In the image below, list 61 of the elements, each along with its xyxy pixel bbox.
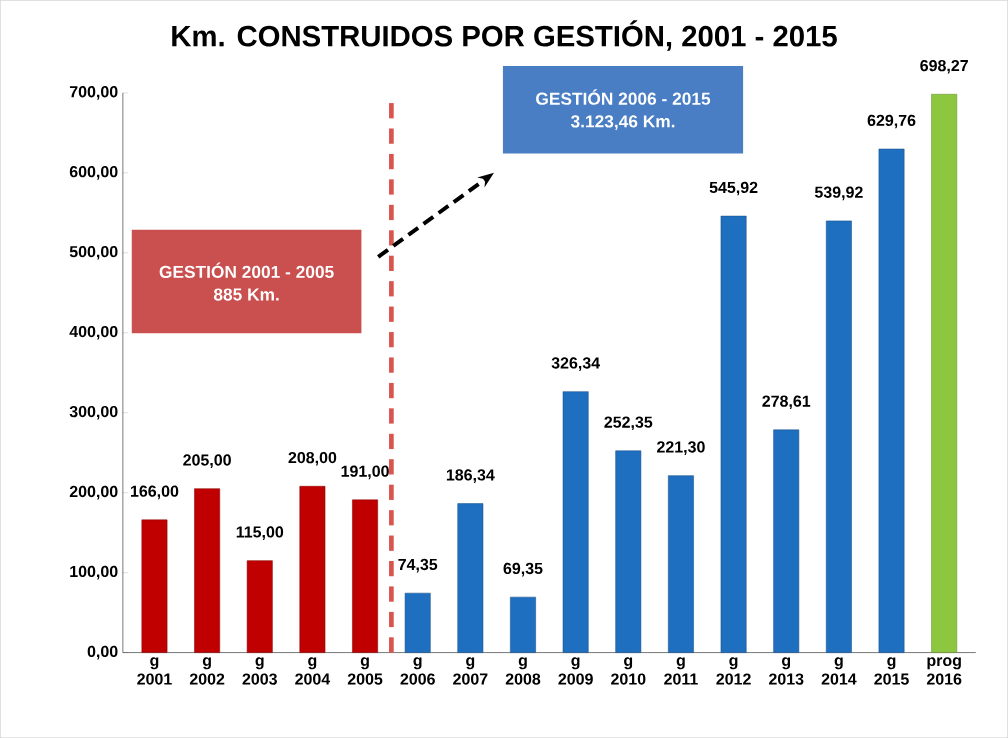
- x-tick-label: g 2010: [611, 657, 646, 685]
- x-tick-label: g 2005: [347, 657, 383, 685]
- x-tick-label: g 2015: [874, 657, 909, 685]
- data-label: 69,35: [503, 562, 543, 577]
- x-tick-label: g 2013: [769, 657, 804, 685]
- bar: [825, 220, 852, 653]
- bar: [299, 485, 326, 653]
- bar: [773, 429, 800, 653]
- y-tick-label: 100,00: [70, 565, 118, 580]
- data-label: 252,35: [604, 416, 653, 431]
- data-label: 278,61: [762, 395, 811, 410]
- x-tick-label: g 2014: [821, 657, 857, 685]
- data-label: 545,92: [709, 181, 758, 196]
- data-label: 166,00: [131, 485, 179, 500]
- bar: [141, 519, 168, 653]
- bar: [404, 592, 431, 653]
- bar: [615, 450, 642, 653]
- data-label: 191,00: [341, 465, 389, 480]
- x-tick-label: g 2007: [453, 657, 488, 685]
- x-tick-label: g 2012: [716, 657, 751, 685]
- chart-title: Km. CONSTRUIDOS POR GESTIÓN, 2001 - 2015: [172, 20, 837, 51]
- bar: [457, 503, 484, 653]
- data-label: 208,00: [288, 451, 337, 466]
- bar: [720, 215, 747, 653]
- bar: [352, 499, 378, 653]
- x-tick-label: g 2011: [664, 657, 698, 685]
- data-label: 115,00: [236, 526, 284, 540]
- y-tick-label: 700,00: [69, 86, 118, 100]
- bar: [878, 148, 905, 653]
- x-tick-label: g 2002: [189, 657, 225, 685]
- x-tick-label: g 2009: [558, 657, 593, 685]
- bar: [194, 488, 221, 653]
- data-label: 326,34: [551, 357, 600, 371]
- data-label: 629,76: [867, 114, 916, 129]
- x-tick-label: prog 2016: [926, 657, 962, 685]
- bar: [668, 475, 694, 653]
- data-label: 186,34: [446, 469, 495, 483]
- y-tick-label: 400,00: [69, 325, 118, 340]
- y-tick-label: 200,00: [69, 485, 118, 500]
- y-tick-label: 500,00: [69, 245, 118, 260]
- x-tick-label: g 2003: [242, 657, 277, 685]
- x-tick-label: g 2001: [137, 657, 172, 685]
- data-label: 539,92: [814, 186, 863, 201]
- data-label: 205,00: [183, 454, 231, 468]
- data-label: 74,35: [398, 558, 438, 573]
- bar: [246, 560, 273, 653]
- y-tick-label: 0,00: [87, 645, 118, 660]
- y-tick-label: 600,00: [69, 165, 118, 180]
- annotation: GESTIÓN 2006 - 2015: [536, 89, 711, 105]
- annotation: 3.123,46 Km.: [570, 115, 675, 130]
- bar: [510, 596, 536, 653]
- annotation: 885 Km.: [213, 288, 279, 301]
- x-tick-label: g 2004: [295, 657, 331, 685]
- bar: [562, 391, 589, 653]
- x-tick-label: g 2008: [505, 657, 541, 685]
- bar: [931, 93, 958, 653]
- x-tick-label: g 2006: [400, 657, 435, 685]
- y-tick-label: 300,00: [69, 405, 118, 420]
- data-label: 221,30: [657, 441, 705, 455]
- annotation: GESTIÓN 2001 - 2005: [159, 262, 334, 278]
- data-label: 698,27: [920, 59, 968, 74]
